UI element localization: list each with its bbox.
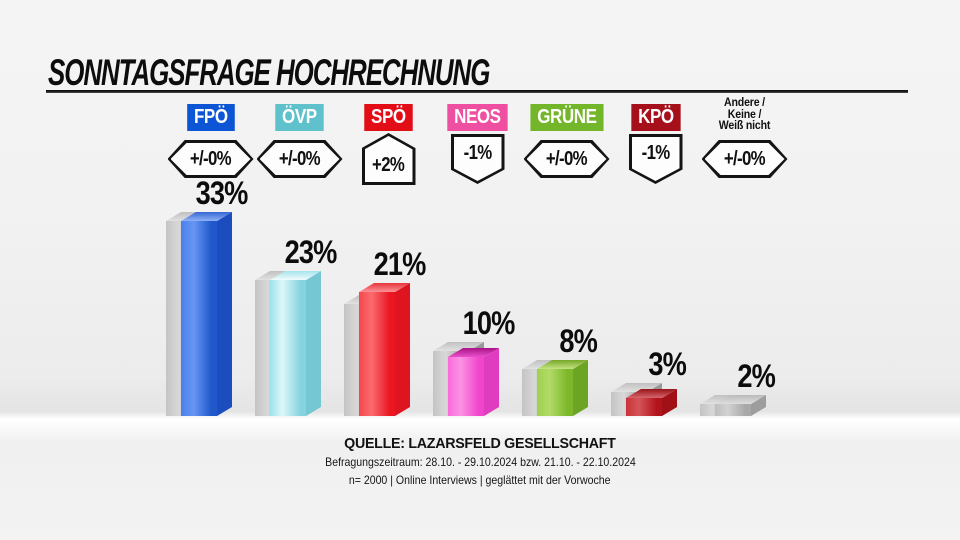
- bar-group: [522, 359, 588, 416]
- bar-front-face: [359, 292, 395, 416]
- change-badge: +/-0%: [166, 130, 255, 188]
- current-bar: [448, 347, 499, 416]
- bar-value-label: 23%: [255, 234, 367, 270]
- arrow-down-pentagon-icon: -1%: [450, 134, 505, 184]
- arrow-up-pentagon-icon: +2%: [361, 133, 416, 185]
- bar-value-text: 2%: [737, 358, 775, 394]
- bar-side-face: [217, 211, 232, 416]
- current-bar: [626, 388, 677, 416]
- change-value: +2%: [372, 153, 405, 176]
- hexagon-icon: +/-0%: [701, 140, 788, 178]
- change-badge: -1%: [433, 130, 522, 188]
- party-column-gruene: GRÜNE +/-0% 8%: [522, 100, 611, 416]
- party-column-oevp: ÖVP +/-0% 23%: [255, 100, 344, 416]
- party-column-neos: NEOS -1% 10%: [433, 100, 522, 416]
- bar-group: [166, 211, 232, 416]
- bar-front-face: [715, 404, 751, 416]
- bar-group: [611, 382, 677, 416]
- bar-side-face: [573, 359, 588, 416]
- party-label-box: FPÖ: [186, 103, 235, 131]
- current-bar: [359, 282, 410, 416]
- change-badge: +/-0%: [700, 130, 789, 188]
- bar-group: [700, 394, 766, 416]
- party-label-box: KPÖ: [630, 103, 681, 131]
- bar-value-label: 2%: [700, 358, 812, 394]
- bar-front-face: [537, 369, 573, 416]
- party-label-box: ÖVP: [275, 103, 324, 131]
- change-value: +/-0%: [189, 147, 232, 170]
- bar-front-face: [448, 357, 484, 416]
- bar-value-label: 21%: [344, 246, 456, 282]
- party-label: GRÜNE: [522, 102, 611, 132]
- bar-side-face: [306, 270, 321, 416]
- bar-value-label: 33%: [166, 175, 278, 211]
- party-label-box: SPÖ: [364, 103, 413, 131]
- title-underline: [46, 90, 908, 93]
- bar-side-face: [484, 347, 499, 416]
- arrow-down-pentagon-icon: -1%: [628, 134, 683, 184]
- hexagon-icon: +/-0%: [167, 140, 254, 178]
- bar-group: [344, 282, 410, 416]
- current-bar: [715, 394, 766, 416]
- method-line: n= 2000 | Online Interviews | geglättet …: [349, 473, 611, 487]
- footer: QUELLE: LAZARSFELD GESELLSCHAFT Befragun…: [0, 435, 960, 489]
- badge-background: [704, 143, 785, 175]
- bar-group: [255, 270, 321, 416]
- party-label-box: GRÜNE: [530, 103, 603, 131]
- change-badge: +2%: [344, 130, 433, 188]
- change-value: +/-0%: [723, 147, 766, 170]
- party-column-fpoe: FPÖ +/-0% 33%: [166, 100, 255, 416]
- page-title: SONNTAGSFRAGE HOCHRECHNUNG: [48, 52, 490, 93]
- change-value: +/-0%: [278, 147, 321, 170]
- change-value: -1%: [463, 141, 493, 164]
- bar-value-text: 8%: [559, 323, 597, 359]
- party-column-spoe: SPÖ +2% 21%: [344, 100, 433, 416]
- party-label: NEOS: [433, 102, 522, 132]
- party-label: SPÖ: [344, 102, 433, 132]
- change-badge: -1%: [611, 130, 700, 188]
- bar-value-text: 23%: [285, 234, 338, 270]
- bar-value-text: 3%: [648, 346, 686, 382]
- party-column-kpoe: KPÖ -1% 3%: [611, 100, 700, 416]
- bar-value-text: 10%: [463, 305, 516, 341]
- badge-background: [526, 143, 607, 175]
- bar-front-face: [270, 280, 306, 416]
- bar-side-face: [395, 282, 410, 416]
- party-label-multiline: Andere / Keine / Weiß nicht: [694, 97, 795, 133]
- change-badge: +/-0%: [255, 130, 344, 188]
- bar-value-label: 8%: [522, 323, 634, 359]
- bar-value-label: 10%: [433, 305, 545, 341]
- party-label-line: Keine /: [727, 108, 762, 121]
- survey-period-line: Befragungszeitraum: 28.10. - 29.10.2024 …: [324, 455, 636, 469]
- hexagon-icon: +/-0%: [256, 140, 343, 178]
- hexagon-icon: +/-0%: [523, 140, 610, 178]
- bar-group: [433, 341, 499, 416]
- change-value: +/-0%: [545, 147, 588, 170]
- change-badge: +/-0%: [522, 130, 611, 188]
- change-value: -1%: [641, 141, 671, 164]
- bar-value-label: 3%: [611, 346, 723, 382]
- bar-value-text: 21%: [374, 246, 427, 282]
- bar-value-text: 33%: [196, 175, 249, 211]
- bar-front-face: [626, 398, 662, 416]
- party-label: ÖVP: [255, 102, 344, 132]
- party-label-box: NEOS: [447, 103, 508, 131]
- party-label: FPÖ: [166, 102, 255, 132]
- source-line: QUELLE: LAZARSFELD GESELLSCHAFT: [344, 435, 616, 452]
- current-bar: [270, 270, 321, 416]
- current-bar: [181, 211, 232, 416]
- party-label-line: Andere /: [724, 97, 765, 109]
- party-column-andere: Andere / Keine / Weiß nicht +/-0% 2%: [700, 97, 789, 416]
- badge-background: [259, 143, 340, 175]
- party-label-line: Weiß nicht: [718, 120, 771, 132]
- party-label: KPÖ: [611, 102, 700, 132]
- bar-front-face: [181, 221, 217, 416]
- current-bar: [537, 359, 588, 416]
- badge-background: [170, 143, 251, 175]
